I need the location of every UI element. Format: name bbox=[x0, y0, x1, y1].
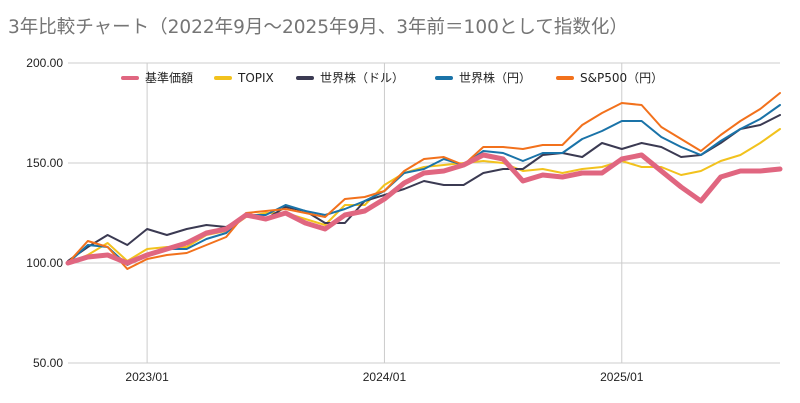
x-tick-label: 2025/01 bbox=[600, 370, 644, 384]
series-line-3 bbox=[67, 104, 781, 266]
legend-label: S&P500（円） bbox=[580, 71, 663, 85]
y-tick-label: 50.00 bbox=[33, 356, 63, 370]
y-tick-label: 100.00 bbox=[26, 256, 63, 270]
legend: 基準価額 TOPIX 世界株（ドル） 世界株（円） S&P500（円） bbox=[121, 70, 663, 85]
legend-label: 基準価額 bbox=[145, 70, 193, 85]
legend-label: 世界株（円） bbox=[459, 70, 531, 85]
x-tick-label: 2023/01 bbox=[125, 370, 169, 384]
legend-label: 世界株（ドル） bbox=[320, 70, 404, 85]
series-line-0 bbox=[65, 152, 783, 266]
x-tick-label: 2024/01 bbox=[363, 370, 407, 384]
series-line-4 bbox=[67, 92, 781, 270]
legend-label: TOPIX bbox=[237, 71, 274, 85]
chart-title: 3年比較チャート（2022年9月〜2025年9月、3年前＝100として指数化） bbox=[8, 17, 628, 38]
series-line-1 bbox=[67, 128, 781, 264]
axes: 50.00 100.00 150.00 200.00 2023/01 2024/01 202… bbox=[26, 56, 643, 384]
gridlines bbox=[68, 62, 780, 364]
series-layer bbox=[65, 92, 783, 270]
y-tick-label: 150.00 bbox=[26, 156, 63, 170]
series-line-2 bbox=[67, 114, 781, 262]
y-tick-label: 200.00 bbox=[26, 56, 63, 70]
